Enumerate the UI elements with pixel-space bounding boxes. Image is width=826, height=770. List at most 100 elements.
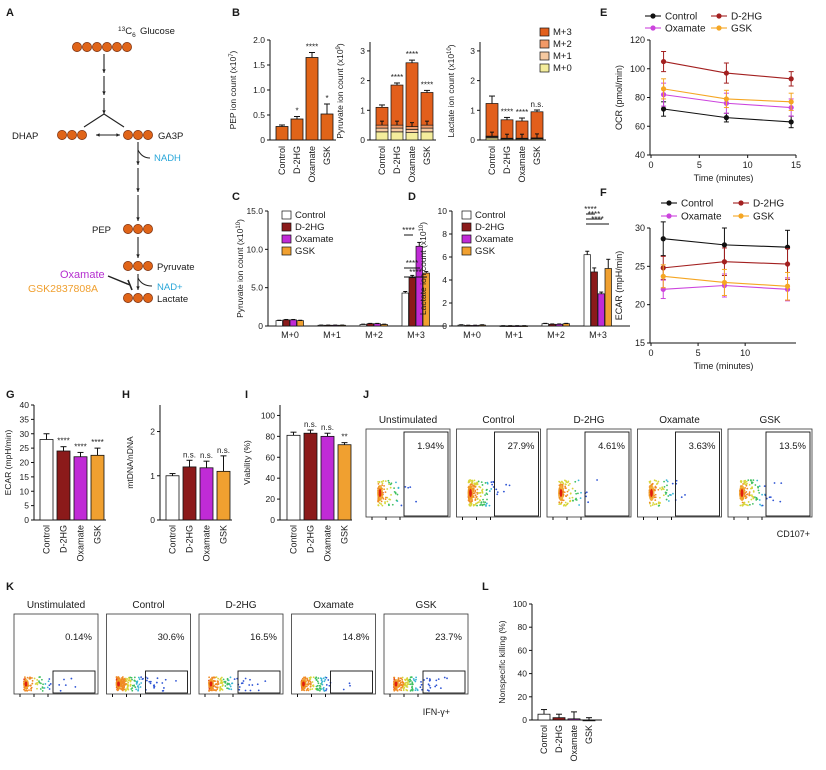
inhibition-bar xyxy=(127,279,133,291)
panelK-event xyxy=(148,680,151,683)
panelJ-event xyxy=(566,494,569,496)
panelJ-event xyxy=(655,503,658,506)
panelJ-event xyxy=(486,482,489,485)
panelJ-event xyxy=(653,488,656,491)
panelK-event xyxy=(317,688,320,691)
panelJ-event xyxy=(390,493,392,496)
panelJ-event xyxy=(384,501,386,503)
panelD-ytick-label: 8 xyxy=(442,229,447,239)
panelJ-event xyxy=(656,482,659,485)
panelJ-event xyxy=(741,501,744,504)
panelK-title: D-2HG xyxy=(225,600,256,611)
panelK-event xyxy=(223,680,226,683)
panelK-event xyxy=(257,689,260,692)
panelJ-event xyxy=(502,490,505,493)
panelC-ylabel-main: Pyruvate ion count (x10 xyxy=(235,228,245,318)
panelC-legend-label: Control xyxy=(295,210,326,221)
panelJ-event xyxy=(575,499,578,501)
panelK-event xyxy=(149,680,152,683)
panelJ-event xyxy=(488,490,491,492)
panelK-event xyxy=(393,688,395,691)
panelD-legend-label: Control xyxy=(475,210,506,221)
panelK-gate xyxy=(330,670,373,694)
inhibition-line xyxy=(107,275,131,286)
panelJ-event xyxy=(596,479,598,481)
panelJ-event xyxy=(566,490,569,493)
panelH-bar xyxy=(199,467,214,521)
panelK-event xyxy=(411,681,414,684)
panelK-event xyxy=(40,678,43,681)
panelE-point xyxy=(723,115,730,121)
pyruvate-sig: **** xyxy=(421,80,433,89)
panelJ-event xyxy=(384,491,387,494)
panelK-event xyxy=(70,677,73,680)
panelK-event xyxy=(23,688,26,691)
panelD-group-label: M+2 xyxy=(547,330,565,340)
panelJ-event xyxy=(759,503,761,506)
panelK-percent: 0.14% xyxy=(65,632,92,643)
panelJ-event xyxy=(758,485,761,488)
dhap-carbon xyxy=(67,130,77,140)
panelJ-event xyxy=(575,497,577,500)
panelD-group-label: M+1 xyxy=(505,330,523,340)
panelK-event xyxy=(146,677,149,680)
panelK-event xyxy=(317,677,320,680)
panelJ-event xyxy=(485,489,488,492)
panelK-event xyxy=(126,678,129,680)
panelJ-event xyxy=(571,487,574,490)
panelK-event xyxy=(409,683,412,686)
panelJ-event xyxy=(393,487,395,490)
panelK-event xyxy=(415,676,418,679)
panelK-event xyxy=(230,682,233,685)
panelK-event xyxy=(123,679,126,682)
panelK-event xyxy=(161,682,164,684)
panelK-event xyxy=(129,679,132,682)
panelD-legend-swatch xyxy=(461,222,472,232)
panelJ-event xyxy=(484,501,487,504)
panelJ-event xyxy=(562,499,565,502)
panel-h: 0 1 2 mtDNA/nDNA Control n.s. D-2HG n.s. Oxamate… xyxy=(125,405,232,562)
panelK-event xyxy=(404,679,407,681)
panelF-point xyxy=(784,261,791,267)
panelJ-event xyxy=(672,492,674,495)
panelK-event xyxy=(141,678,144,681)
panel-label-a: A xyxy=(6,7,14,19)
panelH-xlabel: GSK xyxy=(219,525,229,544)
panelK-event xyxy=(300,689,303,692)
panelK-event xyxy=(316,684,319,687)
panelJ-percent: 27.9% xyxy=(508,441,535,452)
panelE-xtick-label: 0 xyxy=(648,160,653,170)
panelJ-event xyxy=(572,499,574,502)
panelK-event xyxy=(137,676,140,679)
panelD-legend-swatch xyxy=(461,210,472,220)
panelH-ytick-label: 0 xyxy=(150,515,155,525)
panelJ-event xyxy=(386,500,389,503)
panelK-event xyxy=(305,685,308,688)
panelK-event xyxy=(241,682,244,685)
panelF-ytick-label: 25 xyxy=(635,261,645,271)
panelK-event xyxy=(435,679,438,682)
panelJ-core-center xyxy=(740,489,744,497)
panelK-event xyxy=(323,689,326,692)
panelK-event xyxy=(306,677,308,680)
panelD-legend-label: GSK xyxy=(475,246,496,257)
label-lactate: Lactate xyxy=(157,294,188,305)
panelK-title: GSK xyxy=(415,600,436,611)
panelK-event xyxy=(400,687,402,689)
panelJ-event xyxy=(389,483,392,486)
panelJ-event xyxy=(745,480,748,483)
panelJ-percent: 4.61% xyxy=(598,441,625,452)
panelF-legend-marker xyxy=(738,213,744,219)
panelL-xlabel: Control xyxy=(539,725,549,754)
panel-g: 0 5 10 15 20 25 30 35 40 ECAR (mpH/min) Control ***… xyxy=(3,400,106,562)
panelC-legend-label: D-2HG xyxy=(295,222,325,233)
panelJ-event xyxy=(473,479,476,482)
panelK-event xyxy=(421,688,423,691)
panelH-sig: n.s. xyxy=(217,446,230,455)
panelH-bar xyxy=(216,470,231,521)
pep-ytick-label: 0.5 xyxy=(253,110,265,120)
panelJ-event xyxy=(470,501,473,504)
panelI-sig: n.s. xyxy=(304,420,317,429)
panelJ-event xyxy=(564,501,567,504)
